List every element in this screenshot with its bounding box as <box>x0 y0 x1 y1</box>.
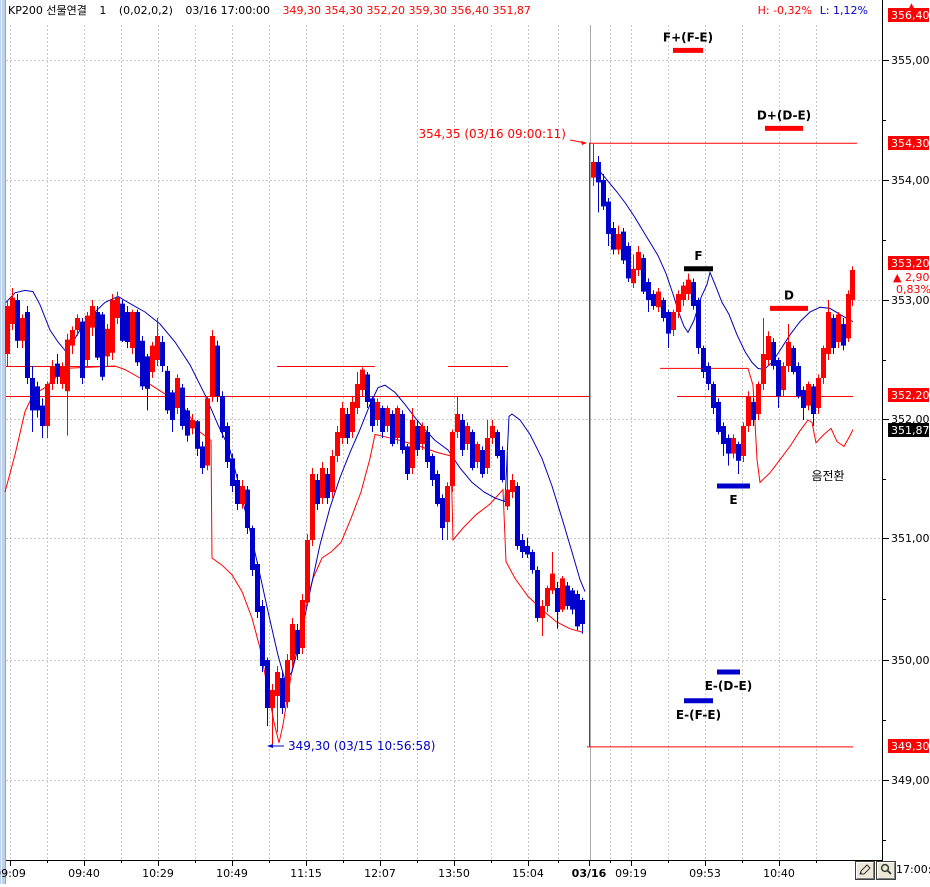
svg-text:09:40: 09:40 <box>68 867 100 880</box>
svg-text:350,00: 350,00 <box>891 654 930 667</box>
svg-text:12:07: 12:07 <box>364 867 396 880</box>
svg-text:0,83%: 0,83% <box>896 283 930 296</box>
svg-text:11:15: 11:15 <box>290 867 322 880</box>
svg-text:354,00: 354,00 <box>891 174 930 187</box>
price-box-354,30: 354,30 <box>888 136 930 150</box>
strategy-marker-bars: F+(F-E) D+(D-E) F D E E-(D-E) E-(F-E) <box>663 30 811 721</box>
svg-text:D+(D-E): D+(D-E) <box>757 108 811 122</box>
svg-text:353,00: 353,00 <box>891 294 930 307</box>
price-callouts: 354,35 (03/16 09:00:11) 349,30 (03/15 10:… <box>267 127 845 753</box>
svg-text:349,00: 349,00 <box>891 774 930 787</box>
symbol-title: KP200 선물연결 <box>8 4 87 17</box>
svg-text:09:09: 09:09 <box>0 867 26 880</box>
svg-text:349,30 (03/15 10:56:58): 349,30 (03/15 10:56:58) <box>288 739 435 753</box>
svg-text:09:53: 09:53 <box>689 867 721 880</box>
chart-header: KP200 선물연결 1 (0,02,0,2) 03/16 17:00:00 3… <box>8 0 930 22</box>
zoom-tool-button[interactable] <box>877 862 895 879</box>
candles-layer <box>5 144 855 744</box>
magnifier-icon <box>880 863 892 875</box>
svg-text:13:50: 13:50 <box>438 867 470 880</box>
interval-value: 1 <box>99 4 107 17</box>
draw-tool-button[interactable] <box>856 862 874 879</box>
svg-text:355,00: 355,00 <box>891 54 930 67</box>
price-box-351,87: 351,87 <box>888 423 930 437</box>
svg-text:F: F <box>694 249 702 263</box>
svg-text:10:29: 10:29 <box>142 867 174 880</box>
ma-fast-line <box>5 162 854 682</box>
svg-text:351,87: 351,87 <box>891 424 930 437</box>
svg-text:▲: ▲ <box>908 2 915 12</box>
svg-text:09:19: 09:19 <box>615 867 647 880</box>
x-axis: 09:09 09:40 10:29 10:49 11:15 12:07 13:50 15:04… <box>0 860 817 880</box>
header-price-values: 349,30 354,30 352,20 359,30 356,40 351,8… <box>282 4 531 17</box>
svg-text:10:49: 10:49 <box>216 867 248 880</box>
grid-layer <box>6 25 882 860</box>
price-box-353,20: 353,20▲ 2,900,83% <box>888 256 930 296</box>
low-percent-label: L: 1,12% <box>819 4 868 17</box>
price-box-352,20: 352,20 <box>888 388 930 402</box>
axes-frame <box>6 0 883 861</box>
svg-text:354,30: 354,30 <box>891 137 930 150</box>
svg-text:음전환: 음전환 <box>811 469 844 483</box>
svg-text:352,00: 352,00 <box>891 413 930 426</box>
svg-text:353,20: 353,20 <box>891 257 930 270</box>
svg-text:349,30: 349,30 <box>891 740 930 753</box>
svg-text:E: E <box>729 493 737 507</box>
pencil-icon <box>859 864 871 875</box>
svg-text:E-(D-E): E-(D-E) <box>705 679 753 693</box>
svg-text:352,20: 352,20 <box>891 389 930 402</box>
svg-text:▲ 2,90: ▲ 2,90 <box>893 271 929 284</box>
price-box-349,30: 349,30 <box>888 739 930 753</box>
header-datetime: 03/16 17:00:00 <box>185 4 271 17</box>
svg-text:15:04: 15:04 <box>512 867 544 880</box>
svg-text:F+(F-E): F+(F-E) <box>663 30 713 44</box>
left-panel-strip <box>0 0 6 884</box>
y-axis: 355,00 354,00 353,00 352,00 351,00 350,00 349,… <box>882 2 930 841</box>
svg-text:D: D <box>784 288 794 302</box>
svg-text:03/16: 03/16 <box>572 867 607 880</box>
svg-text:10:40: 10:40 <box>763 867 795 880</box>
svg-text:356,40: 356,40 <box>891 9 930 22</box>
x-axis-end-time: 17:00: <box>896 863 930 876</box>
chart-params: (0,02,0,2) <box>118 4 173 17</box>
svg-text:354,35 (03/16 09:00:11): 354,35 (03/16 09:00:11) <box>419 127 566 141</box>
svg-text:351,00: 351,00 <box>891 532 930 545</box>
svg-text:E-(F-E): E-(F-E) <box>676 708 721 722</box>
high-percent-label: H: -0,32% <box>757 4 812 17</box>
price-box-356,40: ▲356,40 <box>888 2 930 22</box>
